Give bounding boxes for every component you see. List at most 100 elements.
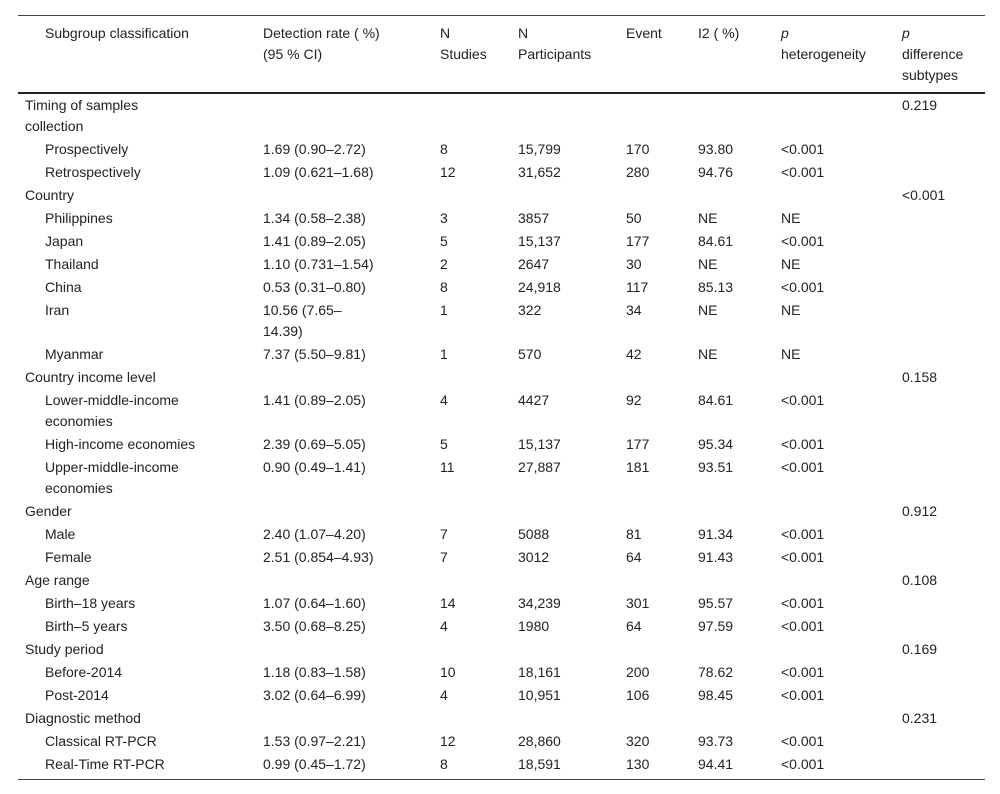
group-label-cell: Timing of samples collection bbox=[18, 93, 895, 138]
cell-value: NE bbox=[698, 256, 718, 272]
cell: 3012 bbox=[511, 546, 619, 569]
subgroup-row: Retrospectively 1.09 (0.621–1.68) 12 31,652… bbox=[18, 161, 985, 184]
cell: 2 bbox=[433, 253, 511, 276]
cell-value: <0.001 bbox=[781, 756, 825, 772]
cell bbox=[895, 433, 985, 456]
group-label-cell: Gender bbox=[18, 500, 895, 523]
cell: 7.37 (5.50–9.81) bbox=[256, 343, 433, 366]
cell-value: 95.34 bbox=[698, 436, 734, 452]
cell bbox=[895, 456, 985, 500]
cell-value: NE bbox=[781, 346, 801, 362]
cell-value: 84.61 bbox=[698, 392, 734, 408]
cell-value: 7.37 (5.50–9.81) bbox=[263, 346, 366, 362]
cell: Thailand bbox=[18, 253, 256, 276]
cell-value: 3.50 (0.68–8.25) bbox=[263, 618, 366, 634]
cell bbox=[895, 207, 985, 230]
p-difference-cell: <0.001 bbox=[895, 184, 985, 207]
cell: 95.34 bbox=[691, 433, 774, 456]
cell-value: 97.59 bbox=[698, 618, 734, 634]
cell-value: <0.001 bbox=[781, 279, 825, 295]
cell-value: 5 bbox=[440, 436, 448, 452]
cell: China bbox=[18, 276, 256, 299]
cell-value: 8 bbox=[440, 279, 448, 295]
cell: Male bbox=[18, 523, 256, 546]
cell-value: 1.69 (0.90–2.72) bbox=[263, 141, 366, 157]
cell-value: 117 bbox=[626, 279, 649, 295]
cell-value: 8 bbox=[440, 756, 448, 772]
group-label-cell: Study period bbox=[18, 638, 895, 661]
group-label: Country bbox=[25, 187, 75, 203]
cell: Iran bbox=[18, 299, 256, 343]
cell-value: 14 bbox=[440, 595, 456, 611]
cell-value: 31,652 bbox=[518, 164, 561, 180]
cell-value: 28,860 bbox=[518, 733, 561, 749]
cell bbox=[895, 343, 985, 366]
group-row: Study period 0.169 bbox=[18, 638, 985, 661]
cell-value: 1.07 (0.64–1.60) bbox=[263, 595, 366, 611]
cell: 10,951 bbox=[511, 684, 619, 707]
cell: Female bbox=[18, 546, 256, 569]
cell-value: 27,887 bbox=[518, 459, 561, 475]
cell-value: 3012 bbox=[518, 549, 550, 565]
cell bbox=[895, 389, 985, 433]
cell-value: 1.10 (0.731–1.54) bbox=[263, 256, 374, 272]
cell: 1.69 (0.90–2.72) bbox=[256, 138, 433, 161]
cell-value: 7 bbox=[440, 549, 448, 565]
cell: <0.001 bbox=[774, 661, 895, 684]
p-difference: 0.219 bbox=[902, 97, 938, 113]
cell: 4 bbox=[433, 615, 511, 638]
cell-value: 84.61 bbox=[698, 233, 734, 249]
group-label: Gender bbox=[25, 503, 72, 519]
cell: 64 bbox=[619, 615, 691, 638]
cell: NE bbox=[691, 253, 774, 276]
cell-value: 1 bbox=[440, 346, 448, 362]
cell: 200 bbox=[619, 661, 691, 684]
cell: High-income economies bbox=[18, 433, 256, 456]
cell: 30 bbox=[619, 253, 691, 276]
p-difference: <0.001 bbox=[902, 187, 946, 203]
cell: <0.001 bbox=[774, 138, 895, 161]
cell: 93.73 bbox=[691, 730, 774, 753]
cell-value: 2647 bbox=[518, 256, 550, 272]
cell: 64 bbox=[619, 546, 691, 569]
cell-value: <0.001 bbox=[781, 733, 825, 749]
cell-value: 8 bbox=[440, 141, 448, 157]
cell: 1.07 (0.64–1.60) bbox=[256, 592, 433, 615]
cell-value: 18,161 bbox=[518, 664, 561, 680]
header-text: (95 % CI) bbox=[263, 46, 323, 62]
subgroup-label: Japan bbox=[45, 233, 84, 249]
group-row: Gender 0.912 bbox=[18, 500, 985, 523]
cell: 34 bbox=[619, 299, 691, 343]
cell bbox=[895, 253, 985, 276]
cell bbox=[895, 661, 985, 684]
header-text: Event bbox=[626, 25, 662, 41]
cell bbox=[895, 276, 985, 299]
cell-value: 301 bbox=[626, 595, 650, 611]
cell-value: 3857 bbox=[518, 210, 550, 226]
cell-value: 11 bbox=[440, 459, 455, 475]
cell-value: 78.62 bbox=[698, 664, 734, 680]
header-cell: p heterogeneity bbox=[774, 15, 895, 94]
cell-value: 98.45 bbox=[698, 687, 734, 703]
cell-value: 15,799 bbox=[518, 141, 561, 157]
cell: 8 bbox=[433, 753, 511, 780]
cell: 12 bbox=[433, 161, 511, 184]
cell-value: 181 bbox=[626, 459, 650, 475]
subgroup-label: Prospectively bbox=[45, 141, 129, 157]
cell-value: NE bbox=[698, 346, 718, 362]
cell: 34,239 bbox=[511, 592, 619, 615]
cell: Prospectively bbox=[18, 138, 256, 161]
cell bbox=[895, 684, 985, 707]
cell: 1.41 (0.89–2.05) bbox=[256, 230, 433, 253]
cell-value: 0.99 (0.45–1.72) bbox=[263, 756, 366, 772]
header-text: Detection rate ( %) bbox=[263, 25, 380, 41]
cell: 2.39 (0.69–5.05) bbox=[256, 433, 433, 456]
cell-value: 4 bbox=[440, 687, 448, 703]
header-row: Subgroup classification Detection rate ( … bbox=[18, 15, 985, 94]
cell-value: 34 bbox=[626, 302, 642, 318]
cell-value: 130 bbox=[626, 756, 650, 772]
cell-value: 1.53 (0.97–2.21) bbox=[263, 733, 366, 749]
cell-value: 0.90 (0.49–1.41) bbox=[263, 459, 366, 475]
cell: 24,918 bbox=[511, 276, 619, 299]
